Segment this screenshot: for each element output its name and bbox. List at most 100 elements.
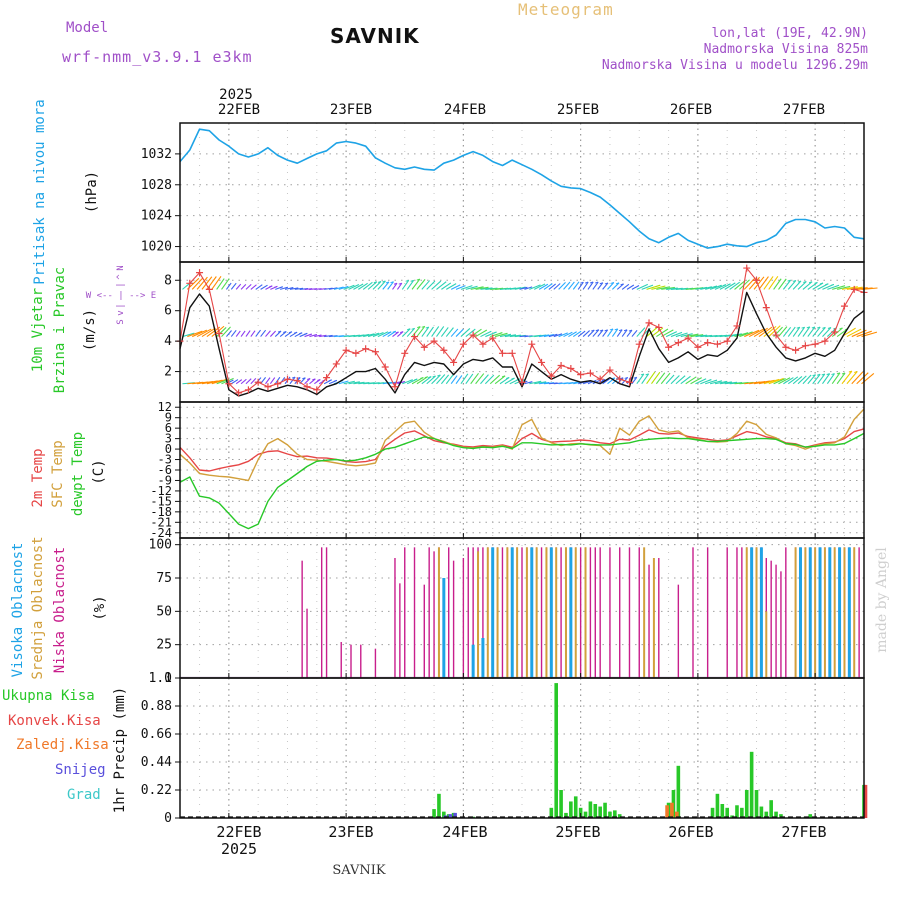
wind-barb-1-243 — [822, 327, 832, 337]
wind-barb-2-149 — [592, 281, 599, 290]
cloud-low-bar-20 — [472, 547, 474, 678]
wind-barb-1-161 — [621, 329, 628, 337]
wind-gust-marker-58 — [743, 264, 751, 272]
wind-barb-0-31 — [304, 378, 311, 385]
cloud-mid-bar-11 — [564, 547, 567, 678]
wind-barb-tip-1-107 — [499, 332, 503, 335]
wind-barb-2-179 — [666, 287, 678, 290]
wind-barb-tip-0-241 — [821, 373, 825, 376]
wind-barb-0-181 — [670, 375, 680, 385]
wind-barb-tip-1-25 — [293, 331, 298, 334]
wind-barb-tip-2-197 — [718, 284, 722, 287]
wind-barb-1-93 — [455, 328, 464, 337]
cloud-low-bar-51 — [648, 564, 650, 678]
cloud-low-bar-49 — [628, 547, 631, 678]
precip-total-bar-36 — [764, 811, 769, 818]
data-layer — [176, 128, 878, 818]
cloud-low-bar-19 — [467, 547, 469, 678]
wind-barb-1-131 — [548, 333, 558, 338]
wind-barb-1-75 — [411, 326, 421, 337]
wind-barb-tip-0-75 — [420, 376, 424, 379]
wind-barb-0-155 — [607, 377, 616, 385]
wind-barb-1-57 — [367, 332, 380, 338]
wind-gust-marker-47 — [635, 340, 643, 348]
wind-barb-tip-1-243 — [827, 327, 832, 329]
precip-total-bar-26 — [715, 793, 720, 818]
wind-barb-tip-1-31 — [308, 333, 312, 336]
wind-barb-tip-2-61 — [382, 280, 386, 283]
wind-barb-1-41 — [328, 335, 338, 338]
wind-barb-0-65 — [387, 381, 398, 385]
wind-barb-tip-2-21 — [284, 286, 288, 289]
wind-barb-2-57 — [367, 281, 378, 290]
precip-snow-bar-2 — [453, 812, 457, 818]
bottom-tick-26feb: 26FEB — [668, 823, 713, 841]
wind-barb-1-143 — [577, 330, 586, 337]
wind-gust-marker-34 — [508, 349, 516, 357]
wind-gust-marker-42 — [586, 369, 594, 377]
wind-barb-2-159 — [616, 283, 624, 290]
precip-total-bar-28 — [725, 807, 729, 818]
cloud-low-bar-10 — [404, 547, 406, 678]
precip-total-bar-12 — [573, 796, 578, 818]
wind-barb-0-233 — [797, 375, 807, 385]
wind-barb-tip-0-31 — [306, 378, 311, 381]
wind-barb-2-13 — [260, 284, 268, 290]
wind-barb-1-91 — [450, 328, 459, 337]
wind-barb-tip-2-155 — [610, 281, 614, 284]
wind-gust-marker-6 — [235, 389, 243, 397]
cloud-low-bar-13 — [428, 547, 430, 678]
wind-gust-marker-67 — [831, 328, 839, 336]
precip-total-bar-33 — [749, 751, 754, 818]
wind-barb-0-91 — [450, 375, 458, 385]
wind-barb-2-235 — [802, 281, 813, 290]
wind-gust-marker-46 — [625, 378, 633, 386]
wind-barb-2-171 — [646, 284, 661, 290]
wind-barb-2-249 — [837, 285, 851, 290]
wind-barb-tip-1-149 — [595, 329, 599, 332]
precip-total-bar-38 — [774, 811, 778, 818]
cloud-low-bar-6 — [360, 644, 362, 678]
cloud-low-bar-22 — [482, 547, 484, 678]
wind-barb-1--11 — [201, 327, 216, 338]
wind-gust-marker-4 — [215, 330, 223, 338]
top-tick-23feb: 23FEB — [330, 102, 372, 118]
precip-total-bar-21 — [617, 814, 622, 818]
wind-barb-2-1 — [230, 282, 237, 290]
wind-barb-tip-2-143 — [580, 281, 584, 284]
precip-total-bar-16 — [593, 804, 598, 818]
cloud-mid-bar-14 — [643, 547, 646, 678]
temp-sfc-line — [179, 408, 865, 482]
wind-barb-1-185 — [680, 333, 693, 338]
wind-barb-1-151 — [597, 329, 604, 337]
wind-barb-2-45 — [338, 285, 349, 290]
wind-barb-0-227 — [783, 377, 794, 385]
cloud-high-bar-5 — [530, 547, 534, 678]
wind-barb-tip-1-21 — [283, 331, 287, 333]
footer-credit: made by Angel — [874, 547, 890, 653]
wind-barb-tip-2-23 — [290, 287, 294, 290]
wind-barb-1-15 — [265, 330, 271, 337]
cloud-low-bar-18 — [462, 558, 465, 678]
cloud-mid-bar-5 — [506, 547, 509, 678]
wind-gust-marker-15 — [323, 374, 331, 382]
cloud-mid-bar-15 — [652, 558, 655, 678]
cloud-low-bar-53 — [677, 584, 680, 678]
wind-gust-marker-44 — [606, 366, 614, 374]
cloud-high-bar-6 — [549, 547, 553, 678]
precip-total-bar-2 — [442, 811, 446, 818]
wind-barb-1-85 — [436, 326, 445, 337]
wind-barb-tip-1-235 — [806, 326, 810, 329]
wind-barb-tip-2-151 — [599, 282, 603, 285]
wind-barb-0--9 — [206, 379, 223, 385]
wind-barb-tip-2-157 — [615, 282, 620, 285]
wind-barb-2-233 — [797, 281, 807, 290]
wind-barb-0-105 — [484, 374, 495, 385]
wind-barb-2-3 — [235, 283, 242, 290]
wind-barb-tip-0-249 — [841, 372, 846, 375]
wind-barb-0-245 — [826, 373, 835, 385]
wind-barb-1-209 — [739, 331, 753, 338]
pressure-ylabel: Pritisak na nivou mora — [32, 99, 48, 284]
wind-barb-tip-1-67 — [395, 331, 399, 334]
legend-freezing-rain: Zaledj.Kisa — [16, 737, 109, 753]
